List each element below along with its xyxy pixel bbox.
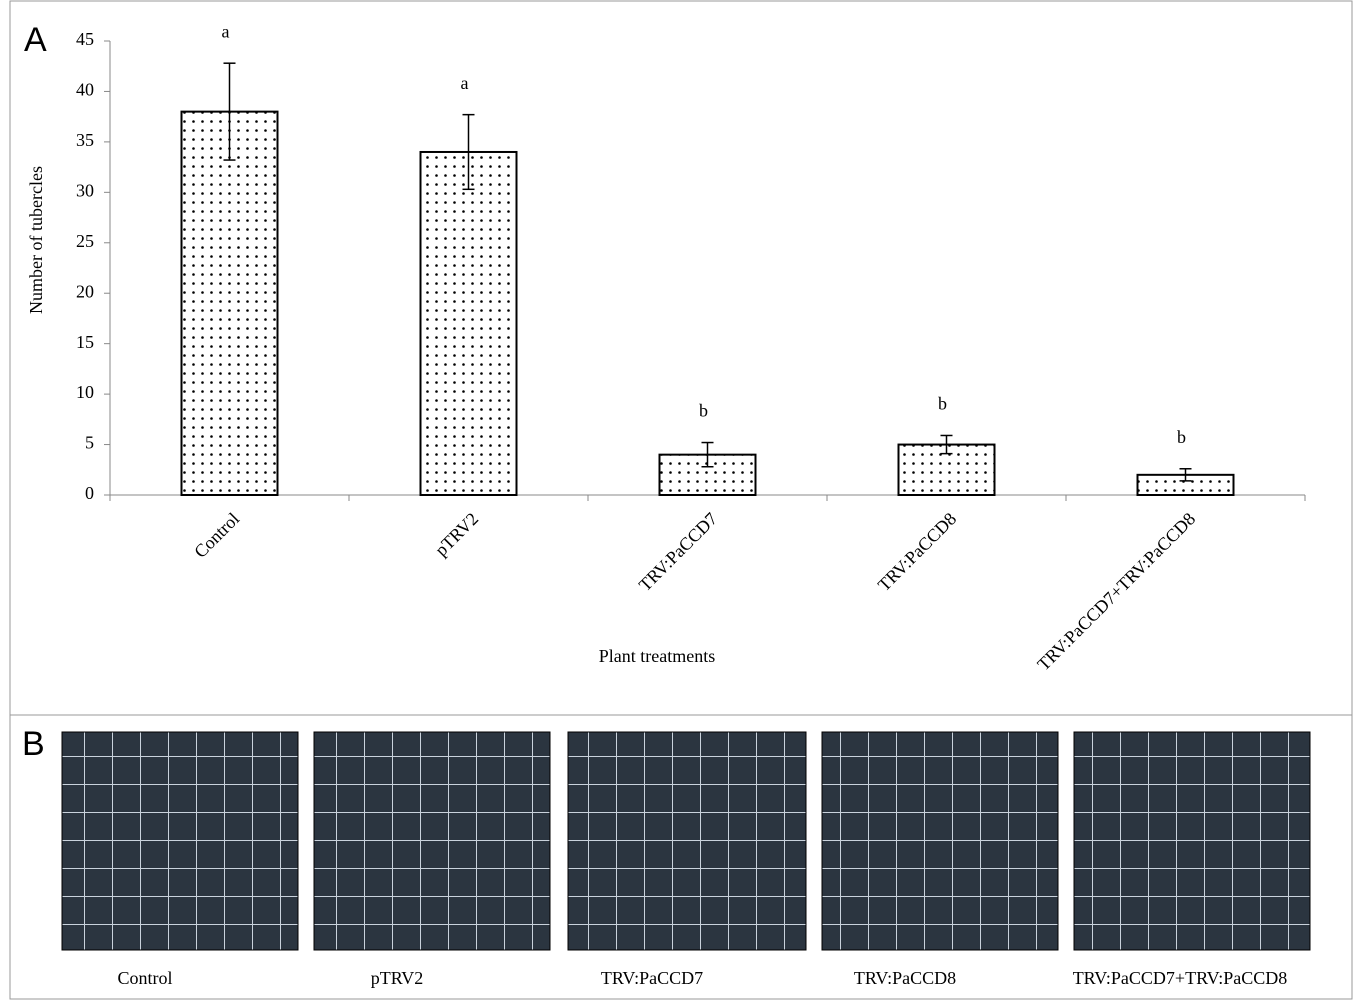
panel-label: A — [24, 21, 47, 59]
photo-caption: TRV:PaCCD7 — [601, 968, 703, 988]
x-tick-label: TRV:PaCCD7 — [635, 509, 721, 595]
photo-caption: TRV:PaCCD8 — [854, 968, 956, 988]
photo-caption: TRV:PaCCD7+TRV:PaCCD8 — [1073, 968, 1288, 988]
y-tick-label: 30 — [76, 180, 94, 200]
bar — [182, 112, 278, 495]
y-tick-label: 25 — [76, 231, 94, 251]
x-tick-label: Control — [190, 509, 243, 562]
photo — [314, 732, 550, 950]
y-tick-label: 5 — [85, 433, 94, 453]
x-axis-title: Plant treatments — [599, 646, 715, 666]
significance-letter: b — [938, 394, 947, 414]
x-tick-label: TRV:PaCCD7+TRV:PaCCD8 — [1033, 509, 1199, 675]
photo-strip — [62, 732, 1310, 950]
y-tick-label: 0 — [85, 483, 94, 503]
photo — [62, 732, 298, 950]
bar — [421, 152, 517, 495]
figure: A B Number of tubercles Plant treatments… — [0, 0, 1353, 1000]
significance-letter: a — [461, 73, 469, 93]
y-tick-label: 45 — [76, 29, 94, 49]
y-tick-label: 20 — [76, 281, 94, 301]
panel-label: B — [22, 725, 45, 763]
photo — [1074, 732, 1310, 950]
photo-caption: Control — [117, 968, 172, 988]
y-tick-label: 15 — [76, 332, 94, 352]
photo — [568, 732, 806, 950]
significance-letter: a — [222, 21, 230, 41]
photo-caption: pTRV2 — [371, 968, 424, 988]
y-tick-label: 10 — [76, 382, 94, 402]
x-tick-label: pTRV2 — [431, 509, 482, 560]
y-tick-label: 40 — [76, 80, 94, 100]
significance-letter: b — [1177, 427, 1186, 447]
significance-letter: b — [699, 401, 708, 421]
y-axis-title: Number of tubercles — [26, 166, 46, 314]
photo — [822, 732, 1058, 950]
x-tick-label: TRV:PaCCD8 — [874, 509, 960, 595]
y-tick-label: 35 — [76, 130, 94, 150]
